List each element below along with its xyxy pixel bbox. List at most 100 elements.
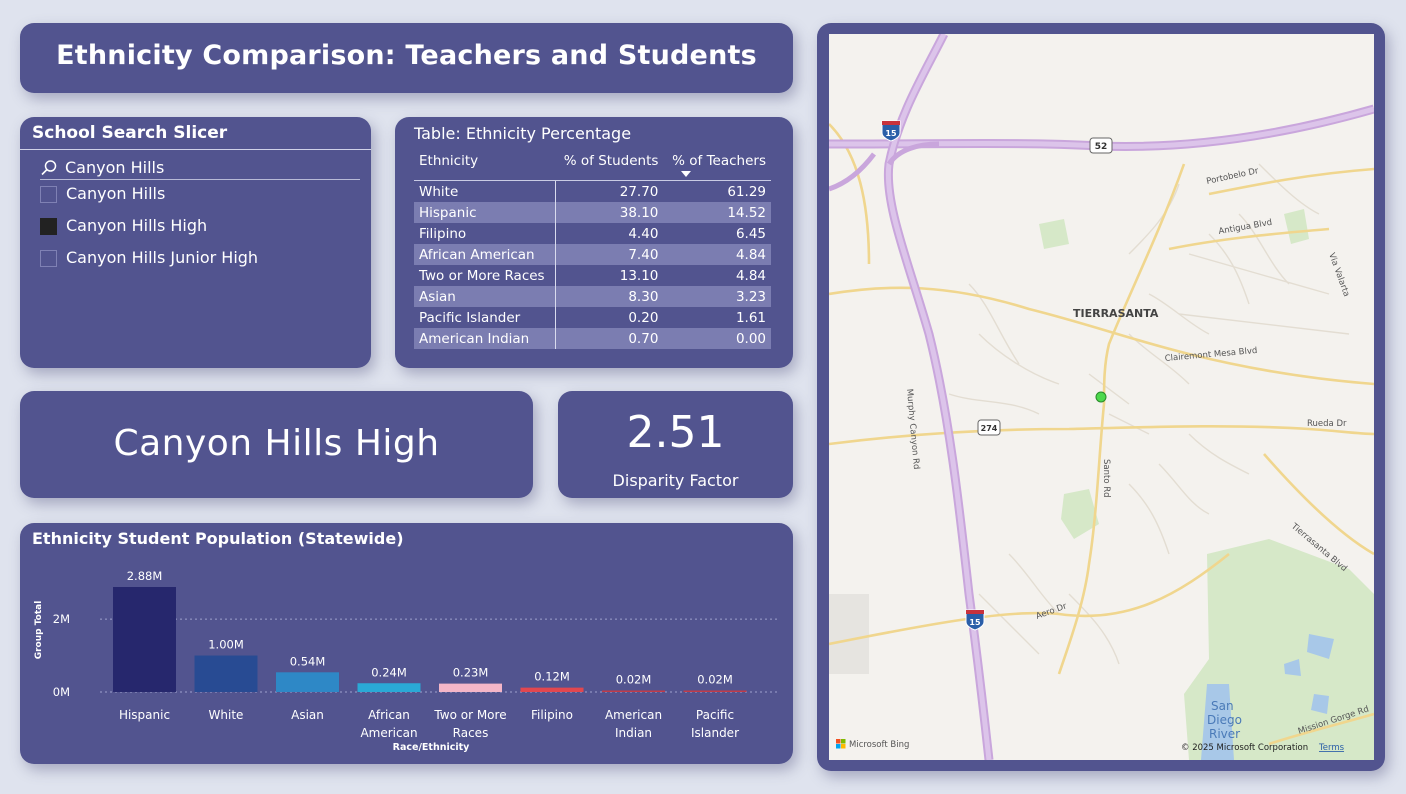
- table-row: Asian 8.30 3.23: [414, 286, 771, 307]
- data-label: 0.12M: [534, 670, 570, 684]
- cell-teachers-pct: 4.84: [663, 244, 771, 265]
- lake-area: [1284, 634, 1334, 714]
- x-tick-label: American: [360, 726, 417, 740]
- search-icon: [41, 160, 57, 176]
- map-terms-link[interactable]: Terms: [1318, 743, 1345, 753]
- bar-5: [520, 687, 584, 692]
- slicer-item-label: Canyon Hills Junior High: [66, 248, 259, 267]
- cell-teachers-pct: 14.52: [663, 202, 771, 223]
- table-row: Filipino 4.40 6.45: [414, 223, 771, 244]
- shield-label: 15: [969, 618, 981, 627]
- park-area: [1039, 219, 1069, 249]
- road-aero: [829, 552, 1230, 646]
- route-274-shield: 274: [977, 419, 1001, 436]
- x-tick-label: Asian: [291, 708, 324, 722]
- bing-logo-text: Microsoft Bing: [849, 740, 909, 750]
- bar-chart: 0M 2M Group Total 2.88M Hispanic 1.00M White 0.…: [34, 569, 780, 753]
- cell-students-pct: 0.70: [555, 328, 664, 349]
- map-canvas[interactable]: 15 52 274 15 TIERRASANTA Portobelo Dr An…: [829, 34, 1374, 760]
- shield-label: 15: [885, 129, 897, 138]
- road-label: Aero Dr: [1035, 601, 1069, 622]
- slicer-divider: [20, 149, 371, 150]
- road-label: Santo Rd: [1101, 459, 1111, 498]
- table-row: Hispanic 38.10 14.52: [414, 202, 771, 223]
- neighborhood-label: TIERRASANTA: [1073, 307, 1159, 320]
- checkbox-checked[interactable]: [40, 218, 57, 235]
- road-label: Via Valarta: [1326, 252, 1351, 299]
- road-label: Portobelo Dr: [1206, 166, 1260, 187]
- highway-ramp: [829, 152, 876, 192]
- slicer-item-canyon-hills[interactable]: Canyon Hills: [40, 183, 360, 209]
- road-label: Murphy Canyon Rd: [904, 388, 921, 469]
- cell-students-pct: 4.40: [628, 225, 659, 242]
- x-tick-label: Filipino: [531, 708, 573, 722]
- column-header-teachers[interactable]: % of Teachers: [663, 153, 771, 181]
- road-portobelo: [1208, 167, 1374, 196]
- ethnicity-table: Ethnicity % of Students % of Teachers Wh…: [414, 153, 771, 349]
- river-label: San: [1211, 699, 1234, 713]
- column-header-ethnicity[interactable]: Ethnicity: [414, 153, 556, 181]
- bar-4: [439, 683, 502, 692]
- title-card: Ethnicity Comparison: Teachers and Stude…: [20, 23, 793, 93]
- column-header-teachers-label: % of Teachers: [672, 153, 766, 169]
- bar-3: [357, 683, 421, 692]
- map-copyright: © 2025 Microsoft Corporation: [1181, 743, 1308, 753]
- data-label: 1.00M: [208, 638, 244, 652]
- page-title: Ethnicity Comparison: Teachers and Stude…: [56, 40, 757, 71]
- park-area: [1061, 489, 1099, 539]
- highway-ramp: [886, 141, 940, 166]
- disparity-value: 2.51: [626, 407, 725, 458]
- data-label: 0.02M: [616, 673, 652, 687]
- bar-1: [194, 655, 258, 692]
- shield-label: 52: [1095, 142, 1108, 152]
- cell-teachers-pct: 3.23: [663, 286, 771, 307]
- slicer-search-input[interactable]: Canyon Hills: [40, 157, 360, 180]
- bar-7: [683, 690, 747, 692]
- x-tick-label: Two or More: [433, 708, 506, 722]
- bar-0: [113, 587, 176, 692]
- cell-ethnicity: White: [414, 180, 556, 202]
- table-row: Pacific Islander 0.20 1.61: [414, 307, 771, 328]
- river-label: River: [1209, 727, 1240, 741]
- table-heading: Table: Ethnicity Percentage: [414, 124, 632, 143]
- slicer-item-canyon-hills-high[interactable]: Canyon Hills High: [40, 215, 360, 241]
- cell-teachers-pct: 4.84: [735, 267, 766, 284]
- checkbox[interactable]: [40, 250, 57, 267]
- checkbox[interactable]: [40, 186, 57, 203]
- cell-teachers-pct: 0.00: [663, 328, 771, 349]
- cell-students-pct: 27.70: [619, 183, 659, 200]
- cell-students-pct: 13.10: [619, 267, 659, 284]
- x-tick-label: African: [368, 708, 410, 722]
- data-label: 0.54M: [290, 654, 326, 668]
- disparity-label: Disparity Factor: [612, 471, 739, 490]
- map-view[interactable]: 15 52 274 15 TIERRASANTA Portobelo Dr An…: [829, 34, 1374, 760]
- road-clairemont-mesa: [829, 286, 1374, 386]
- sort-descending-icon: [681, 171, 691, 177]
- road-label: Rueda Dr: [1307, 419, 1347, 429]
- slicer-item-label: Canyon Hills: [66, 184, 166, 203]
- bar-6: [602, 690, 665, 692]
- table-body: White 27.70 61.29 Hispanic 38.10 14.52 Filipin…: [414, 180, 771, 349]
- cell-ethnicity: African American: [414, 244, 556, 265]
- interstate-15-shield: 15: [881, 120, 901, 142]
- cell-ethnicity: Hispanic: [414, 202, 556, 223]
- urban-area: [829, 594, 869, 674]
- table-row: White 27.70 61.29: [414, 180, 771, 202]
- cell-students-pct: 7.40: [555, 244, 664, 265]
- ethnicity-table-card: Table: Ethnicity Percentage Ethnicity % …: [395, 117, 793, 368]
- slicer-item-canyon-hills-junior-high[interactable]: Canyon Hills Junior High: [40, 247, 360, 273]
- road-santo: [1057, 403, 1106, 675]
- column-header-students[interactable]: % of Students: [555, 153, 664, 181]
- road-label: Clairemont Mesa Blvd: [1164, 346, 1257, 364]
- interstate-15-shield: 15: [965, 609, 985, 631]
- school-location-marker[interactable]: [1095, 391, 1107, 403]
- shield-label: 274: [981, 424, 998, 433]
- road-antigua: [1168, 227, 1330, 251]
- river-water: [1201, 684, 1234, 760]
- data-label: 0.24M: [371, 665, 407, 679]
- x-tick-label: Islander: [691, 726, 739, 740]
- x-axis-title: Race/Ethnicity: [393, 742, 471, 753]
- cell-students-pct: 0.20: [628, 309, 659, 326]
- table-row: American Indian 0.70 0.00: [414, 328, 771, 349]
- x-tick-label: Indian: [615, 726, 652, 740]
